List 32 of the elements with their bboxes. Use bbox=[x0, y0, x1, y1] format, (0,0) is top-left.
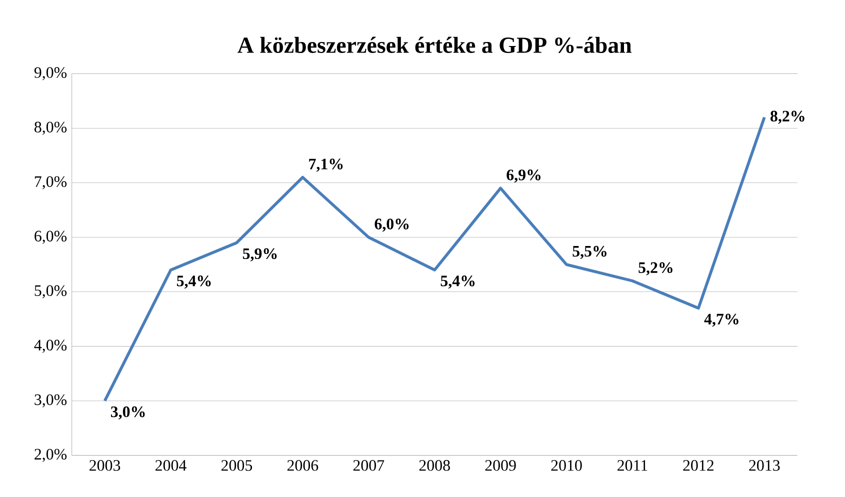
data-label: 6,9% bbox=[506, 170, 540, 183]
y-tick-label: 5,0% bbox=[34, 285, 67, 298]
chart-title: A közbeszerzések értéke a GDP %-ában bbox=[238, 36, 632, 54]
data-label: 5,9% bbox=[242, 248, 277, 262]
y-tick-label: 9,0% bbox=[34, 67, 67, 80]
data-label: 5,4% bbox=[440, 276, 475, 289]
x-tick-label: 2010 bbox=[551, 460, 582, 471]
x-tick-label: 2011 bbox=[618, 460, 648, 471]
x-tick-label: 2003 bbox=[90, 460, 120, 471]
data-label: 7,1% bbox=[309, 158, 343, 172]
y-tick-label: 4,0% bbox=[34, 340, 67, 353]
x-tick-label: 2013 bbox=[749, 460, 780, 471]
data-label: 4,7% bbox=[704, 314, 738, 327]
y-tick-label: 7,0% bbox=[34, 176, 67, 190]
line-series bbox=[103, 116, 766, 402]
data-label: 8,2% bbox=[770, 110, 804, 124]
data-label: 5,4% bbox=[176, 276, 211, 289]
data-label: 3,0% bbox=[110, 406, 145, 420]
x-tick-label: 2006 bbox=[287, 460, 318, 471]
x-tick-label: 2007 bbox=[353, 460, 384, 471]
data-label: 5,5% bbox=[572, 246, 606, 259]
y-tick-label: 2,0% bbox=[34, 448, 67, 462]
data-label: 5,2% bbox=[638, 262, 672, 276]
y-tick-label: 6,0% bbox=[34, 230, 67, 244]
data-label: 6,0% bbox=[374, 218, 409, 232]
x-tick-label: 2009 bbox=[485, 460, 516, 471]
x-tick-label: 2004 bbox=[156, 460, 186, 471]
x-tick-label: 2008 bbox=[419, 460, 450, 471]
y-tick-label: 8,0% bbox=[34, 122, 67, 135]
x-tick-label: 2012 bbox=[683, 460, 714, 471]
y-tick-label: 3,0% bbox=[34, 394, 67, 408]
x-tick-label: 2005 bbox=[221, 460, 252, 471]
